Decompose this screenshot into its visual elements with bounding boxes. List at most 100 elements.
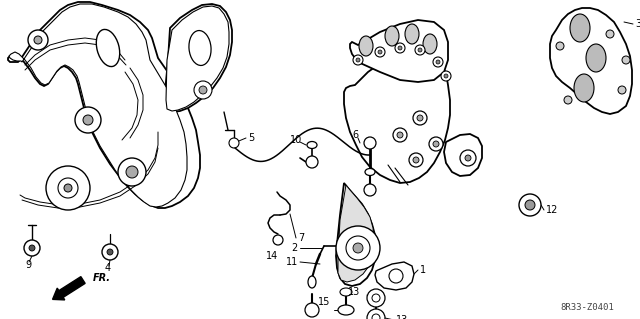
Circle shape — [199, 86, 207, 94]
Circle shape — [336, 226, 380, 270]
Circle shape — [102, 244, 118, 260]
Circle shape — [24, 240, 40, 256]
Circle shape — [273, 235, 283, 245]
Ellipse shape — [405, 24, 419, 44]
Circle shape — [409, 153, 423, 167]
Text: 15: 15 — [317, 297, 330, 307]
Circle shape — [618, 86, 626, 94]
Text: 6: 6 — [352, 130, 358, 140]
FancyArrow shape — [52, 277, 85, 300]
Circle shape — [64, 184, 72, 192]
Ellipse shape — [359, 36, 373, 56]
Circle shape — [378, 50, 382, 54]
Text: FR.: FR. — [93, 273, 111, 283]
Text: 14: 14 — [266, 251, 278, 261]
Circle shape — [58, 178, 78, 198]
Circle shape — [83, 115, 93, 125]
Circle shape — [346, 236, 370, 260]
Circle shape — [564, 96, 572, 104]
Polygon shape — [336, 183, 376, 286]
Circle shape — [519, 194, 541, 216]
Ellipse shape — [307, 142, 317, 149]
Text: 13: 13 — [348, 287, 360, 297]
Circle shape — [305, 303, 319, 317]
Circle shape — [436, 60, 440, 64]
Text: 13: 13 — [396, 315, 408, 319]
Polygon shape — [344, 52, 450, 183]
Circle shape — [397, 132, 403, 138]
Circle shape — [75, 107, 101, 133]
Circle shape — [306, 156, 318, 168]
Circle shape — [375, 47, 385, 57]
Circle shape — [556, 42, 564, 50]
Circle shape — [28, 30, 48, 50]
Polygon shape — [444, 134, 482, 176]
Circle shape — [372, 294, 380, 302]
Polygon shape — [338, 185, 374, 282]
Text: 11: 11 — [285, 257, 298, 267]
Circle shape — [367, 289, 385, 307]
Polygon shape — [166, 6, 229, 111]
Text: 10: 10 — [290, 135, 302, 145]
Circle shape — [433, 57, 443, 67]
Circle shape — [417, 115, 423, 121]
Circle shape — [465, 155, 471, 161]
Circle shape — [525, 200, 535, 210]
Circle shape — [395, 43, 405, 53]
Ellipse shape — [586, 44, 606, 72]
Ellipse shape — [423, 34, 437, 54]
Ellipse shape — [574, 74, 594, 102]
Ellipse shape — [385, 26, 399, 46]
Ellipse shape — [338, 305, 354, 315]
Circle shape — [118, 158, 146, 186]
Circle shape — [444, 74, 448, 78]
Circle shape — [418, 48, 422, 52]
Circle shape — [606, 30, 614, 38]
Circle shape — [413, 157, 419, 163]
Circle shape — [353, 55, 363, 65]
Polygon shape — [9, 4, 187, 207]
Text: 1: 1 — [420, 265, 426, 275]
Text: 4: 4 — [105, 263, 111, 273]
Polygon shape — [375, 262, 414, 290]
Ellipse shape — [189, 31, 211, 65]
Polygon shape — [550, 8, 632, 114]
Ellipse shape — [365, 168, 375, 175]
Circle shape — [34, 36, 42, 44]
Ellipse shape — [308, 276, 316, 288]
Circle shape — [441, 71, 451, 81]
Circle shape — [364, 137, 376, 149]
Circle shape — [46, 166, 90, 210]
Ellipse shape — [570, 14, 590, 42]
Circle shape — [433, 141, 439, 147]
Text: 5: 5 — [248, 133, 254, 143]
Text: 2: 2 — [292, 243, 298, 253]
Circle shape — [367, 309, 385, 319]
Text: 7: 7 — [298, 233, 304, 243]
Circle shape — [356, 58, 360, 62]
Circle shape — [229, 138, 239, 148]
Circle shape — [364, 184, 376, 196]
Circle shape — [460, 150, 476, 166]
Polygon shape — [164, 4, 232, 112]
Polygon shape — [350, 20, 448, 82]
Circle shape — [393, 128, 407, 142]
Circle shape — [398, 46, 402, 50]
Circle shape — [107, 249, 113, 255]
Circle shape — [194, 81, 212, 99]
Circle shape — [353, 243, 363, 253]
Circle shape — [389, 269, 403, 283]
Text: 9: 9 — [25, 260, 31, 270]
Ellipse shape — [340, 288, 352, 296]
Circle shape — [622, 56, 630, 64]
Text: 8R33-Z0401: 8R33-Z0401 — [560, 303, 614, 313]
Circle shape — [429, 137, 443, 151]
Circle shape — [29, 245, 35, 251]
Text: 12: 12 — [546, 205, 558, 215]
Circle shape — [126, 166, 138, 178]
Circle shape — [413, 111, 427, 125]
Ellipse shape — [96, 29, 120, 67]
Text: 3: 3 — [635, 19, 640, 29]
Polygon shape — [8, 2, 200, 208]
Circle shape — [415, 45, 425, 55]
